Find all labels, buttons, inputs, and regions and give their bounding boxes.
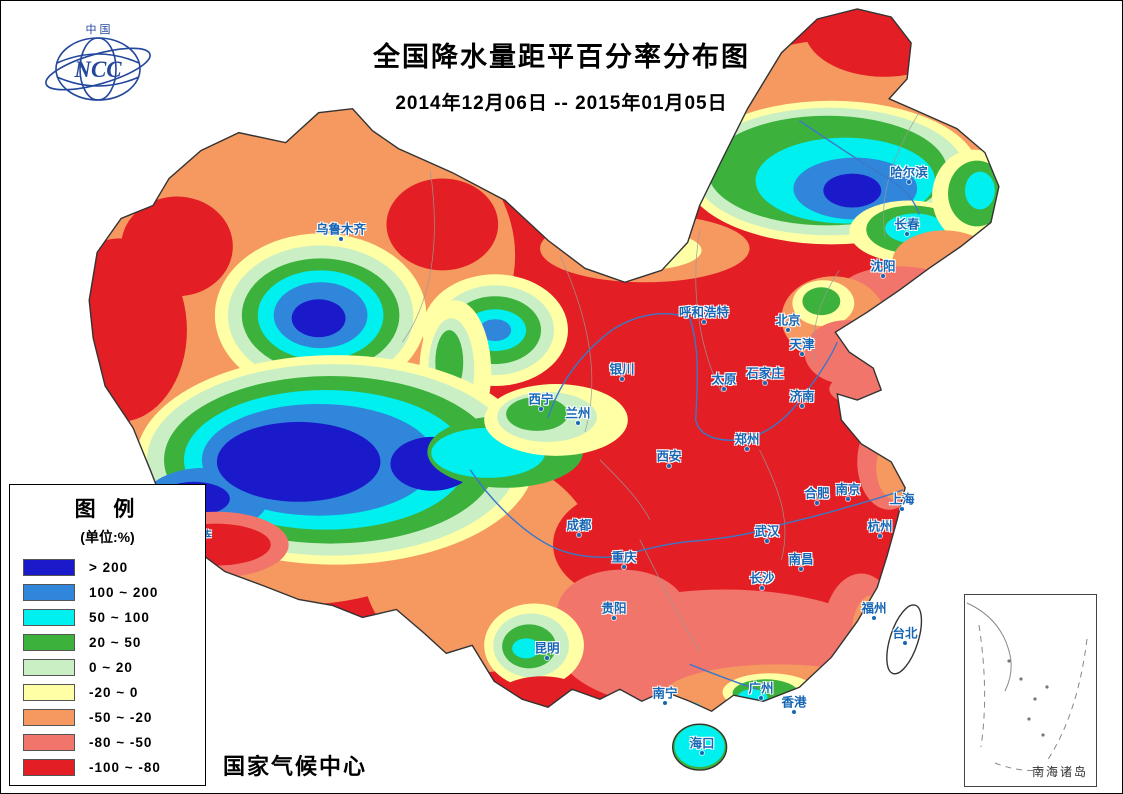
- legend-range-label: -50 ~ -20: [89, 710, 153, 725]
- legend-title: 图 例: [74, 498, 141, 521]
- yellow-river: [547, 313, 838, 442]
- legend-row: > 200: [10, 555, 205, 580]
- legend-row: 20 ~ 50: [10, 630, 205, 655]
- legend-row: -100 ~ -80: [10, 755, 205, 780]
- rivers: [469, 120, 920, 690]
- legend-range-label: 20 ~ 50: [89, 635, 142, 650]
- inset-map-icon: [966, 602, 1088, 771]
- south-china-sea-inset: 南海诸岛: [964, 594, 1097, 787]
- pearl-river: [689, 663, 758, 690]
- legend-row: -50 ~ -20: [10, 705, 205, 730]
- legend-color-swatch: [23, 634, 75, 651]
- inset-label: 南海诸岛: [1031, 765, 1088, 779]
- legend-unit: (单位:%): [80, 529, 135, 545]
- legend-row: -80 ~ -50: [10, 730, 205, 755]
- legend-range-label: 100 ~ 200: [89, 585, 159, 600]
- legend-color-swatch: [23, 684, 75, 701]
- country-outline: [88, 8, 1000, 771]
- hainan-island: [672, 723, 728, 771]
- legend-color-swatch: [23, 609, 75, 626]
- legend-rows: > 200 100 ~ 200 50 ~ 100 20 ~ 50 0 ~ 20 -20 ~…: [10, 555, 205, 780]
- legend-color-swatch: [23, 759, 75, 776]
- legend-range-label: -20 ~ 0: [89, 685, 139, 700]
- legend-range-label: -80 ~ -50: [89, 735, 153, 750]
- attribution: 国家气候中心: [223, 754, 368, 779]
- ncc-logo-text: NCC: [73, 57, 122, 82]
- taiwan-island: [886, 604, 923, 675]
- legend-color-swatch: [23, 709, 75, 726]
- legend-range-label: > 200: [89, 560, 129, 575]
- legend-color-swatch: [23, 584, 75, 601]
- ncc-logo: NCC 中 国: [41, 21, 156, 114]
- legend-color-swatch: [23, 559, 75, 576]
- legend-color-swatch: [23, 734, 75, 751]
- legend-color-swatch: [23, 659, 75, 676]
- ncc-logo-arc-text: 中 国: [85, 23, 110, 36]
- legend-range-label: 50 ~ 100: [89, 610, 150, 625]
- legend-range-label: -100 ~ -80: [89, 760, 161, 775]
- ncc-logo-icon: NCC 中 国: [45, 23, 151, 101]
- songhua-river: [799, 120, 920, 215]
- legend-row: 0 ~ 20: [10, 655, 205, 680]
- legend-row: 50 ~ 100: [10, 605, 205, 630]
- legend-row: 100 ~ 200: [10, 580, 205, 605]
- legend-row: -20 ~ 0: [10, 680, 205, 705]
- yangtze-river: [469, 469, 904, 558]
- legend-range-label: 0 ~ 20: [89, 660, 133, 675]
- province-borders: [402, 112, 920, 652]
- legend: 图 例 (单位:%) > 200 100 ~ 200 50 ~ 100 20 ~ 50…: [9, 484, 206, 786]
